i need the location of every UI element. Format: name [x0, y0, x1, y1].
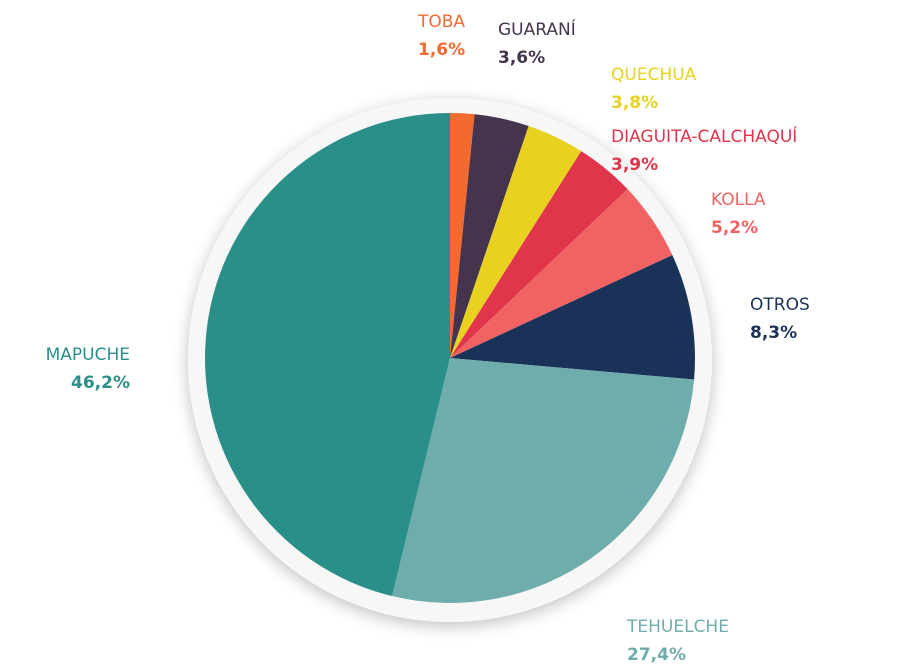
slice-label: GUARANÍ — [498, 18, 576, 40]
pie-slice — [450, 125, 582, 359]
pie-slice — [450, 151, 628, 358]
slice-label: KOLLA — [711, 190, 766, 210]
slice-label: OTROS — [750, 295, 810, 315]
slice-value: 27,4% — [627, 645, 686, 665]
slice-value: 3,9% — [611, 155, 658, 175]
slice-value: 3,6% — [498, 48, 545, 68]
slice-label: TOBA — [417, 12, 465, 32]
pie-slice — [450, 255, 695, 380]
slice-value: 3,8% — [611, 93, 658, 113]
slice-value: 5,2% — [711, 218, 758, 238]
pie-slice — [204, 113, 450, 597]
slice-value: 8,3% — [750, 323, 797, 343]
pie-slice — [450, 189, 673, 358]
pie-slice — [392, 358, 695, 603]
slice-label: DIAGUITA-CALCHAQUÍ — [611, 125, 797, 147]
slice-label: QUECHUA — [611, 65, 697, 85]
slice-value: 46,2% — [71, 373, 130, 393]
pie-slice — [450, 113, 475, 358]
slice-label: TEHUELCHE — [626, 617, 729, 637]
slice-value: 1,6% — [418, 40, 465, 60]
pie-slice — [450, 114, 529, 358]
slice-label: MAPUCHE — [46, 345, 130, 365]
